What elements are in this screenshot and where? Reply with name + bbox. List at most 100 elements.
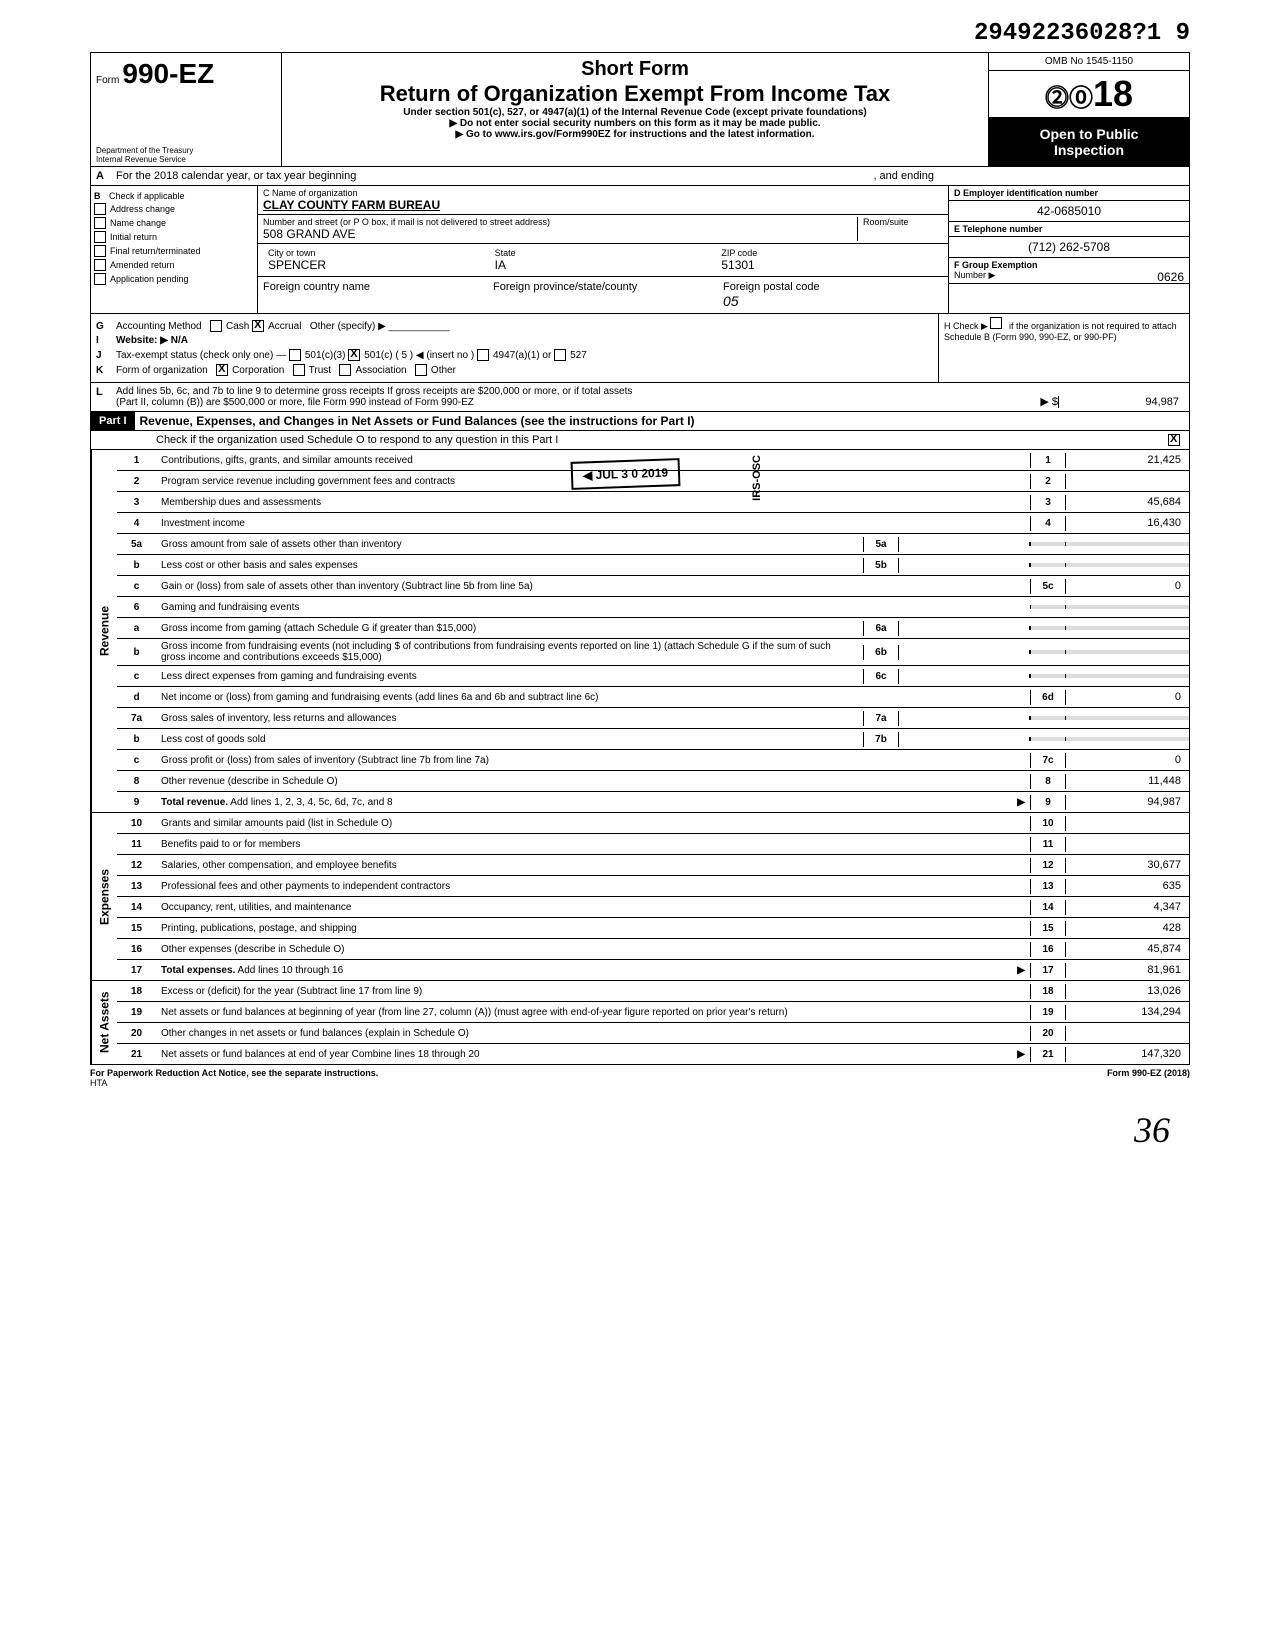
check-schedule-o[interactable] [1168,434,1180,446]
right-line-value [1066,674,1189,678]
check-corporation[interactable] [216,364,228,376]
line-number: a [117,621,156,636]
right-line-value [1066,1031,1189,1035]
check-501c[interactable] [348,349,360,361]
table-row: cLess direct expenses from gaming and fu… [117,666,1189,687]
group-exemption-value: 0626 [1157,270,1184,284]
right-line-number [1030,626,1066,630]
right-line-number: 1 [1030,453,1066,468]
check-other-org[interactable] [415,364,427,376]
page-number-scribble: 36 [1134,1109,1170,1151]
mid-line-value [899,563,1030,567]
line-description: Gaming and fundraising events [156,600,1030,615]
line-number: 6 [117,600,156,615]
check-amended-return[interactable]: Amended return [94,259,254,271]
label-l: L [96,386,116,408]
row-gj: G Accounting Method Cash Accrual Other (… [90,314,1190,383]
right-line-number: 17 [1030,963,1066,978]
row-i: I Website: ▶ N/A [96,335,933,346]
line-number: 7a [117,711,156,726]
line-number: 1 [117,453,156,468]
line-number: 3 [117,495,156,510]
right-line-number: 3 [1030,495,1066,510]
right-line-number [1030,542,1066,546]
col-c: C Name of organization CLAY COUNTY FARM … [258,186,949,313]
mid-line-number: 5a [863,537,899,552]
check-address-change[interactable]: Address change [94,203,254,215]
line-description: Net assets or fund balances at end of ye… [156,1047,1030,1062]
right-line-value [1066,650,1189,654]
line-number: 15 [117,921,156,936]
header-center: Short Form Return of Organization Exempt… [282,53,989,166]
line-description: Professional fees and other payments to … [156,879,1030,894]
line-description: Gross sales of inventory, less returns a… [156,711,863,726]
org-name-row: C Name of organization CLAY COUNTY FARM … [258,186,948,215]
revenue-section: Revenue 1Contributions, gifts, grants, a… [90,450,1190,813]
label-k: K [96,365,116,376]
check-application-pending[interactable]: Application pending [94,273,254,285]
l-text2: (Part II, column (B)) are $500,000 or mo… [116,397,1040,408]
line-number: 12 [117,858,156,873]
check-trust[interactable] [293,364,305,376]
netassets-vert-label: Net Assets [91,981,117,1064]
line-number: c [117,579,156,594]
line-number: 2 [117,474,156,489]
h-check-label: H Check ▶ [944,321,988,331]
mid-line-value [899,650,1030,654]
form-org-label: Form of organization [116,365,208,376]
right-line-value: 30,677 [1066,857,1189,873]
open-line2: Inspection [1054,142,1124,158]
line-description: Other expenses (describe in Schedule O) [156,942,1030,957]
org-name: CLAY COUNTY FARM BUREAU [263,198,943,212]
open-to-public: Open to Public Inspection [989,118,1189,166]
right-line-value: 21,425 [1066,452,1189,468]
line-description: Investment income [156,516,1030,531]
right-line-number: 4 [1030,516,1066,531]
table-row: 7aGross sales of inventory, less returns… [117,708,1189,729]
right-line-number: 18 [1030,984,1066,999]
check-527[interactable] [554,349,566,361]
table-row: 6Gaming and fundraising events [117,597,1189,618]
check-schedule-b[interactable] [990,317,1002,329]
right-line-number [1030,737,1066,741]
check-initial-return[interactable]: Initial return [94,231,254,243]
check-final-return[interactable]: Final return/terminated [94,245,254,257]
line-number: 11 [117,837,156,852]
subtitle-1: Under section 501(c), 527, or 4947(a)(1)… [287,107,983,118]
right-line-value: 134,294 [1066,1004,1189,1020]
website-value: Website: ▶ N/A [116,335,188,346]
table-row: bGross income from fundraising events (n… [117,639,1189,666]
row-h: H Check ▶ if the organization is not req… [938,314,1189,382]
check-name-change[interactable]: Name change [94,217,254,229]
addr-label: Number and street (or P O box, if mail i… [263,217,857,227]
right-line-number: 16 [1030,942,1066,957]
label-g: G [96,321,116,332]
right-line-number: 14 [1030,900,1066,915]
subtitle-2: ▶ Do not enter social security numbers o… [287,118,983,129]
check-association[interactable] [339,364,351,376]
right-line-value: 45,684 [1066,494,1189,510]
right-line-value [1066,842,1189,846]
check-cash[interactable] [210,320,222,332]
check-501c3[interactable] [289,349,301,361]
revenue-vert-label: Revenue [91,450,117,812]
right-line-value: 147,320 [1066,1046,1189,1062]
line-description: Other revenue (describe in Schedule O) [156,774,1030,789]
table-row: 19Net assets or fund balances at beginni… [117,1002,1189,1023]
header-left: Form 990-EZ Department of the TreasuryIn… [91,53,282,166]
right-line-number: 7c [1030,753,1066,768]
right-line-number: 20 [1030,1026,1066,1041]
line-description: Membership dues and assessments [156,495,1030,510]
mid-line-number: 6a [863,621,899,636]
header-right: OMB No 1545-1150 ⓶⓪18 Open to Public Ins… [989,53,1189,166]
check-accrual[interactable] [252,320,264,332]
line-number: 13 [117,879,156,894]
right-line-value: 81,961 [1066,962,1189,978]
city-row: City or town SPENCER State IA ZIP code 5… [258,244,948,277]
line-description: Grants and similar amounts paid (list in… [156,816,1030,831]
right-line-number [1030,605,1066,609]
other-specify: Other (specify) [310,321,376,332]
table-row: 15Printing, publications, postage, and s… [117,918,1189,939]
check-4947[interactable] [477,349,489,361]
state-value: IA [495,258,712,272]
